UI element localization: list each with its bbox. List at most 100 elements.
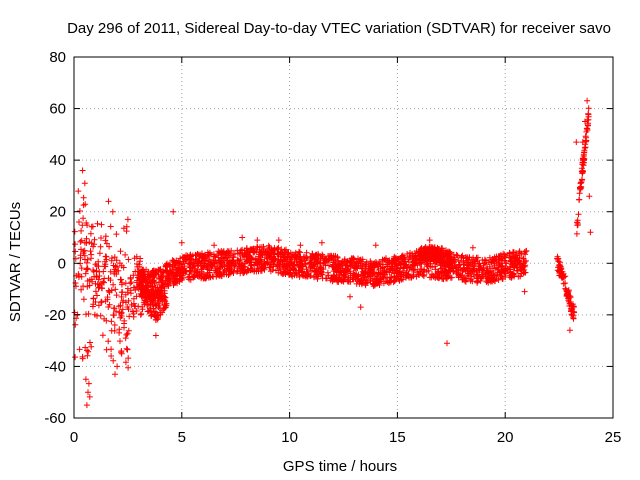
data-point (261, 266, 268, 273)
data-point (132, 268, 139, 275)
data-point (584, 97, 591, 104)
data-point (244, 267, 251, 274)
data-point (406, 274, 413, 281)
data-point (90, 243, 97, 250)
data-point (317, 268, 324, 275)
data-point (104, 294, 111, 301)
data-point (444, 275, 451, 282)
data-point (196, 253, 203, 260)
data-point (367, 278, 374, 285)
data-point (157, 305, 163, 312)
data-point (575, 211, 582, 218)
data-point (350, 274, 357, 281)
data-point (297, 242, 304, 249)
data-point (102, 261, 109, 268)
data-point (258, 249, 264, 256)
data-point (560, 270, 567, 277)
plot-frame (73, 56, 614, 419)
data-point (240, 264, 247, 271)
data-point (119, 279, 125, 286)
data-point (89, 278, 96, 285)
data-point (128, 301, 135, 308)
data-point (429, 264, 436, 271)
data-point (254, 243, 261, 250)
data-point (469, 278, 476, 285)
y-tick-label: 40 (49, 152, 66, 169)
data-point (151, 308, 158, 315)
data-point (103, 317, 110, 324)
data-point (296, 273, 303, 280)
data-point (157, 288, 164, 295)
data-point (396, 260, 403, 267)
data-point (148, 312, 155, 319)
data-point (198, 273, 205, 280)
data-point (144, 308, 151, 315)
data-point (480, 260, 487, 267)
data-point (188, 268, 195, 275)
data-point (502, 274, 509, 281)
data-point (384, 263, 390, 270)
data-point (100, 268, 107, 275)
data-point (466, 254, 473, 261)
axes-layer: 0 5 10 15 20 25 -60 -40 -20 0 20 40 60 80 (44, 49, 621, 446)
data-point (312, 252, 319, 259)
data-point (513, 250, 519, 256)
data-point (204, 261, 211, 267)
data-point (117, 248, 124, 255)
data-point (116, 260, 123, 267)
data-point (105, 287, 112, 294)
data-point (156, 279, 162, 286)
data-point (377, 269, 384, 276)
data-point (228, 247, 235, 254)
data-point (87, 248, 94, 255)
data-point (206, 267, 213, 274)
data-point (227, 269, 234, 275)
data-point (198, 275, 205, 282)
data-point (587, 229, 594, 236)
data-point (110, 357, 117, 364)
data-point (161, 290, 168, 297)
data-point (496, 253, 503, 260)
data-point (84, 259, 90, 266)
data-point (318, 271, 325, 278)
data-point (409, 252, 416, 259)
data-point (111, 305, 118, 312)
data-point (454, 267, 461, 274)
data-point (89, 303, 96, 310)
data-point (313, 273, 320, 280)
data-point (511, 272, 518, 279)
data-point (482, 274, 489, 280)
data-point (254, 262, 261, 269)
data-point (475, 260, 482, 267)
data-point (283, 246, 289, 253)
data-point (159, 273, 166, 280)
data-point (565, 287, 572, 294)
data-point (565, 291, 572, 298)
data-point (347, 293, 353, 300)
data-point (221, 269, 228, 276)
data-point (456, 272, 463, 279)
data-point (477, 275, 484, 282)
data-point (256, 253, 263, 260)
data-point (134, 277, 140, 284)
data-point (111, 254, 118, 261)
data-point (160, 269, 167, 276)
x-tick-label: 25 (605, 429, 622, 446)
data-point (581, 157, 587, 164)
data-point (234, 247, 241, 254)
data-point (410, 266, 417, 273)
data-point (521, 258, 528, 265)
data-point (452, 264, 459, 271)
data-point (89, 223, 96, 230)
data-point (455, 264, 462, 271)
data-point (276, 262, 283, 269)
data-point (506, 254, 513, 261)
data-point (118, 348, 125, 354)
data-point (437, 262, 444, 269)
data-point (218, 273, 225, 280)
data-point (127, 287, 134, 294)
data-point (502, 270, 509, 277)
data-point (123, 331, 130, 338)
data-point (343, 270, 349, 277)
data-point (221, 258, 228, 265)
